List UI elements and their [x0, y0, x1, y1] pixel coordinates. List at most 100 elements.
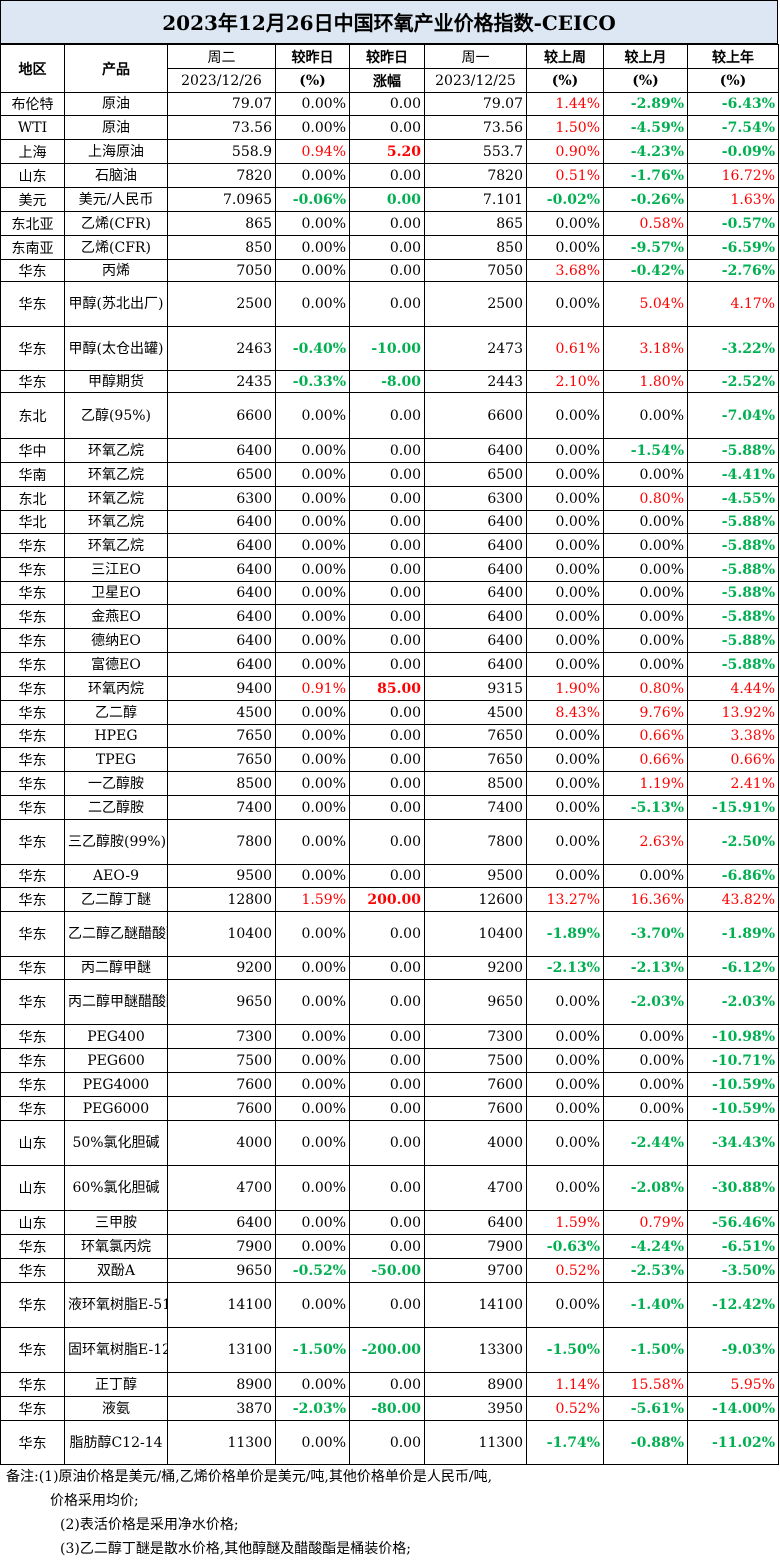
cell-day-change-abs: 0.00 — [349, 581, 425, 605]
cell-week-change: 0.00% — [526, 533, 604, 558]
cell-year-change: -6.43% — [687, 92, 779, 116]
cell-year-change: -10.98% — [687, 1024, 779, 1049]
cell-week-change: 0.00% — [526, 557, 604, 582]
table-row: 华东 AEO-9 9500 0.00% 0.00 9500 0.00% 0.00% -6.86% — [0, 864, 779, 888]
cell-product: AEO-9 — [64, 864, 168, 888]
cell-tue-price: 6400 — [167, 628, 276, 653]
cell-week-change: 0.00% — [526, 1282, 604, 1328]
cell-mon-price: 6500 — [424, 462, 527, 487]
cell-day-change-abs: 0.00 — [349, 1096, 425, 1121]
cell-day-change-abs: 200.00 — [349, 887, 425, 912]
cell-product: 原油 — [64, 92, 168, 116]
cell-tue-price: 7400 — [167, 795, 276, 820]
cell-product: PEG4000 — [64, 1072, 168, 1097]
table-row: 华东乙二醇乙醚醋酸酯104000.00%0.0010400-1.89%-3.70… — [0, 911, 779, 957]
table-row: 布伦特 原油 79.07 0.00% 0.00 79.07 1.44% -2.89% -6.43… — [0, 92, 779, 116]
cell-tue-price: 3870 — [167, 1396, 276, 1421]
cell-region: 华东 — [0, 557, 65, 582]
cell-month-change: -4.59% — [603, 115, 688, 140]
cell-week-change: 1.14% — [526, 1372, 604, 1397]
cell-product: 脂肪醇C12-14 — [64, 1420, 168, 1465]
cell-year-change: -30.88% — [687, 1165, 779, 1211]
cell-tue-price: 2435 — [167, 370, 276, 393]
cell-region: 华东 — [0, 724, 65, 748]
cell-region: 华东 — [0, 747, 65, 772]
cell-week-change: 0.00% — [526, 1072, 604, 1097]
cell-month-change: 15.58% — [603, 1372, 688, 1397]
cell-day-change-abs: 0.00 — [349, 235, 425, 260]
cell-mon-price: 7600 — [424, 1096, 527, 1121]
cell-tue-price: 850 — [167, 235, 276, 260]
cell-week-change: -1.74% — [526, 1420, 604, 1465]
cell-day-change-abs: 0.00 — [349, 956, 425, 980]
cell-day-change-abs: 0.00 — [349, 392, 425, 439]
table-row: WTI 原油 73.56 0.00% 0.00 73.56 1.50% -4.59% -7.54… — [0, 115, 779, 140]
cell-product: 环氧乙烷 — [64, 462, 168, 487]
cell-tue-price: 4000 — [167, 1120, 276, 1166]
cell-day-change-abs: 5.20 — [349, 139, 425, 164]
cell-product: 乙二醇丁醚 — [64, 887, 168, 912]
cell-region: 华东 — [0, 887, 65, 912]
cell-tue-price: 7050 — [167, 259, 276, 282]
cell-day-change-pct: 0.00% — [275, 1048, 350, 1073]
table-row: 华东 TPEG 7650 0.00% 0.00 7650 0.00% 0.66% 0.66% — [0, 747, 779, 772]
cell-region: 华东 — [0, 700, 65, 725]
cell-product: 环氧丙烷 — [64, 676, 168, 701]
header-product: 产品 — [64, 44, 168, 93]
cell-region: 华东 — [0, 771, 65, 796]
cell-day-change-abs: 0.00 — [349, 819, 425, 865]
cell-mon-price: 8500 — [424, 771, 527, 796]
cell-year-change: -2.50% — [687, 819, 779, 865]
cell-week-change: 0.00% — [526, 979, 604, 1025]
table-body: 地区 产品 周二 较昨日 较昨日 周一 较上周 较上月 较上年 2023/12/… — [0, 44, 779, 1465]
header-mon: 周一 — [424, 44, 527, 69]
cell-year-change: -5.88% — [687, 628, 779, 653]
table-row: 东南亚 乙烯(CFR) 850 0.00% 0.00 850 0.00% -9.57% -6.5… — [0, 235, 779, 260]
cell-year-change: -0.57% — [687, 211, 779, 236]
cell-mon-price: 6400 — [424, 510, 527, 534]
cell-day-change-abs: 0.00 — [349, 1165, 425, 1211]
cell-year-change: -10.59% — [687, 1072, 779, 1097]
table-row: 华东 丙烯 7050 0.00% 0.00 7050 3.68% -0.42% -2.76% — [0, 259, 779, 282]
cell-day-change-abs: 0.00 — [349, 486, 425, 511]
cell-day-change-abs: 0.00 — [349, 510, 425, 534]
cell-region: 东南亚 — [0, 235, 65, 260]
cell-day-change-abs: 0.00 — [349, 747, 425, 772]
cell-year-change: -5.88% — [687, 652, 779, 677]
cell-mon-price: 4000 — [424, 1120, 527, 1166]
cell-day-change-abs: 0.00 — [349, 652, 425, 677]
cell-year-change: -5.88% — [687, 510, 779, 534]
cell-region: 华东 — [0, 1396, 65, 1421]
cell-week-change: 0.00% — [526, 462, 604, 487]
cell-mon-price: 865 — [424, 211, 527, 236]
cell-month-change: -1.54% — [603, 438, 688, 463]
cell-week-change: 0.00% — [526, 724, 604, 748]
cell-month-change: -0.88% — [603, 1420, 688, 1465]
cell-product: TPEG — [64, 747, 168, 772]
cell-month-change: 0.58% — [603, 211, 688, 236]
cell-region: 华东 — [0, 1048, 65, 1073]
table-row: 华东 PEG400 7300 0.00% 0.00 7300 0.00% 0.00% -10.9… — [0, 1024, 779, 1049]
cell-month-change: 0.00% — [603, 1096, 688, 1121]
cell-day-change-pct: 0.00% — [275, 795, 350, 820]
cell-month-change: 16.36% — [603, 887, 688, 912]
cell-year-change: -10.59% — [687, 1096, 779, 1121]
table-row: 华东 PEG6000 7600 0.00% 0.00 7600 0.00% 0.00% -10.… — [0, 1096, 779, 1121]
cell-region: 华东 — [0, 819, 65, 865]
cell-month-change: 0.66% — [603, 747, 688, 772]
cell-year-change: -34.43% — [687, 1120, 779, 1166]
cell-year-change: -6.12% — [687, 956, 779, 980]
header-vs-month: 较上月 — [603, 44, 688, 69]
cell-year-change: -14.00% — [687, 1396, 779, 1421]
cell-day-change-abs: 0.00 — [349, 1420, 425, 1465]
cell-month-change: -4.23% — [603, 139, 688, 164]
cell-product: 环氧乙烷 — [64, 438, 168, 463]
table-row: 华东 液环氧树脂E-51 14100 0.00% 0.00 14100 0.00% -1.40… — [0, 1282, 779, 1328]
cell-tue-price: 8900 — [167, 1372, 276, 1397]
cell-month-change: 0.00% — [603, 628, 688, 653]
cell-tue-price: 7820 — [167, 163, 276, 188]
cell-week-change: 0.00% — [526, 438, 604, 463]
cell-day-change-pct: 0.00% — [275, 1096, 350, 1121]
cell-day-change-pct: 0.00% — [275, 979, 350, 1025]
